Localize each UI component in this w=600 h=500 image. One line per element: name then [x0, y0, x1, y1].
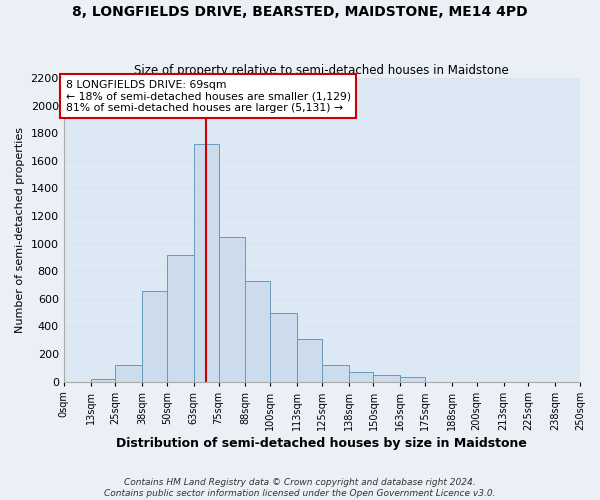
Bar [194, 144, 218, 382]
Text: Contains HM Land Registry data © Crown copyright and database right 2024.
Contai: Contains HM Land Registry data © Crown c… [104, 478, 496, 498]
Bar [297, 339, 322, 382]
Title: Size of property relative to semi-detached houses in Maidstone: Size of property relative to semi-detach… [134, 64, 509, 77]
Bar [115, 365, 142, 382]
Text: 8, LONGFIELDS DRIVE, BEARSTED, MAIDSTONE, ME14 4PD: 8, LONGFIELDS DRIVE, BEARSTED, MAIDSTONE… [72, 5, 528, 19]
Bar [373, 376, 400, 382]
Bar [218, 236, 245, 382]
Bar [400, 378, 425, 382]
Bar [91, 379, 115, 382]
Bar [142, 290, 167, 382]
Text: 8 LONGFIELDS DRIVE: 69sqm
← 18% of semi-detached houses are smaller (1,129)
81% : 8 LONGFIELDS DRIVE: 69sqm ← 18% of semi-… [66, 80, 351, 112]
X-axis label: Distribution of semi-detached houses by size in Maidstone: Distribution of semi-detached houses by … [116, 437, 527, 450]
Bar [167, 254, 194, 382]
Bar [245, 281, 270, 382]
Bar [349, 372, 373, 382]
Bar [270, 312, 297, 382]
Bar [322, 365, 349, 382]
Y-axis label: Number of semi-detached properties: Number of semi-detached properties [15, 127, 25, 333]
